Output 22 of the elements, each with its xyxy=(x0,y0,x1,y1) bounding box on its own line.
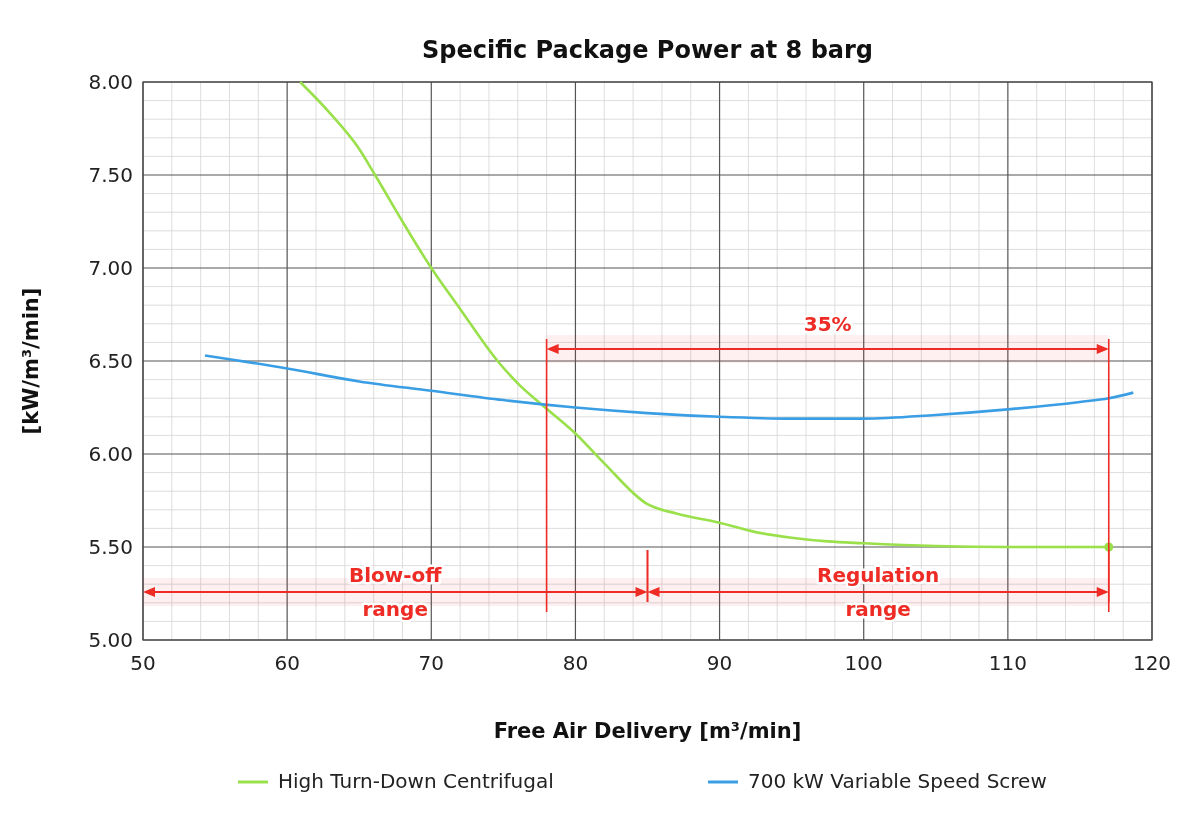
x-tick-label: 60 xyxy=(274,651,300,675)
y-tick-label: 7.00 xyxy=(88,256,133,280)
band-label: 35% xyxy=(803,312,852,336)
y-tick-label: 7.50 xyxy=(88,163,133,187)
x-tick-label: 100 xyxy=(844,651,883,675)
x-axis-title: Free Air Delivery [m³/min] xyxy=(493,719,802,743)
y-axis-title: [kW/m³/min] xyxy=(19,287,43,435)
y-tick-label: 5.50 xyxy=(88,535,133,559)
legend-label: High Turn-Down Centrifugal xyxy=(278,769,554,793)
y-tick-label: 6.00 xyxy=(88,442,133,466)
y-tick-label: 8.00 xyxy=(88,70,133,94)
x-tick-label: 70 xyxy=(418,651,445,675)
y-tick-label: 5.00 xyxy=(88,628,133,652)
y-tick-label: 6.50 xyxy=(88,349,133,373)
x-tick-label: 80 xyxy=(562,651,589,675)
x-tick-label: 110 xyxy=(988,651,1027,675)
x-tick-label: 120 xyxy=(1132,651,1172,675)
x-tick-label: 90 xyxy=(706,651,733,675)
chart-title: Specific Package Power at 8 barg xyxy=(421,36,874,64)
legend-label: 700 kW Variable Speed Screw xyxy=(748,769,1047,793)
x-tick-label: 50 xyxy=(130,651,156,675)
line-series xyxy=(203,354,1135,420)
